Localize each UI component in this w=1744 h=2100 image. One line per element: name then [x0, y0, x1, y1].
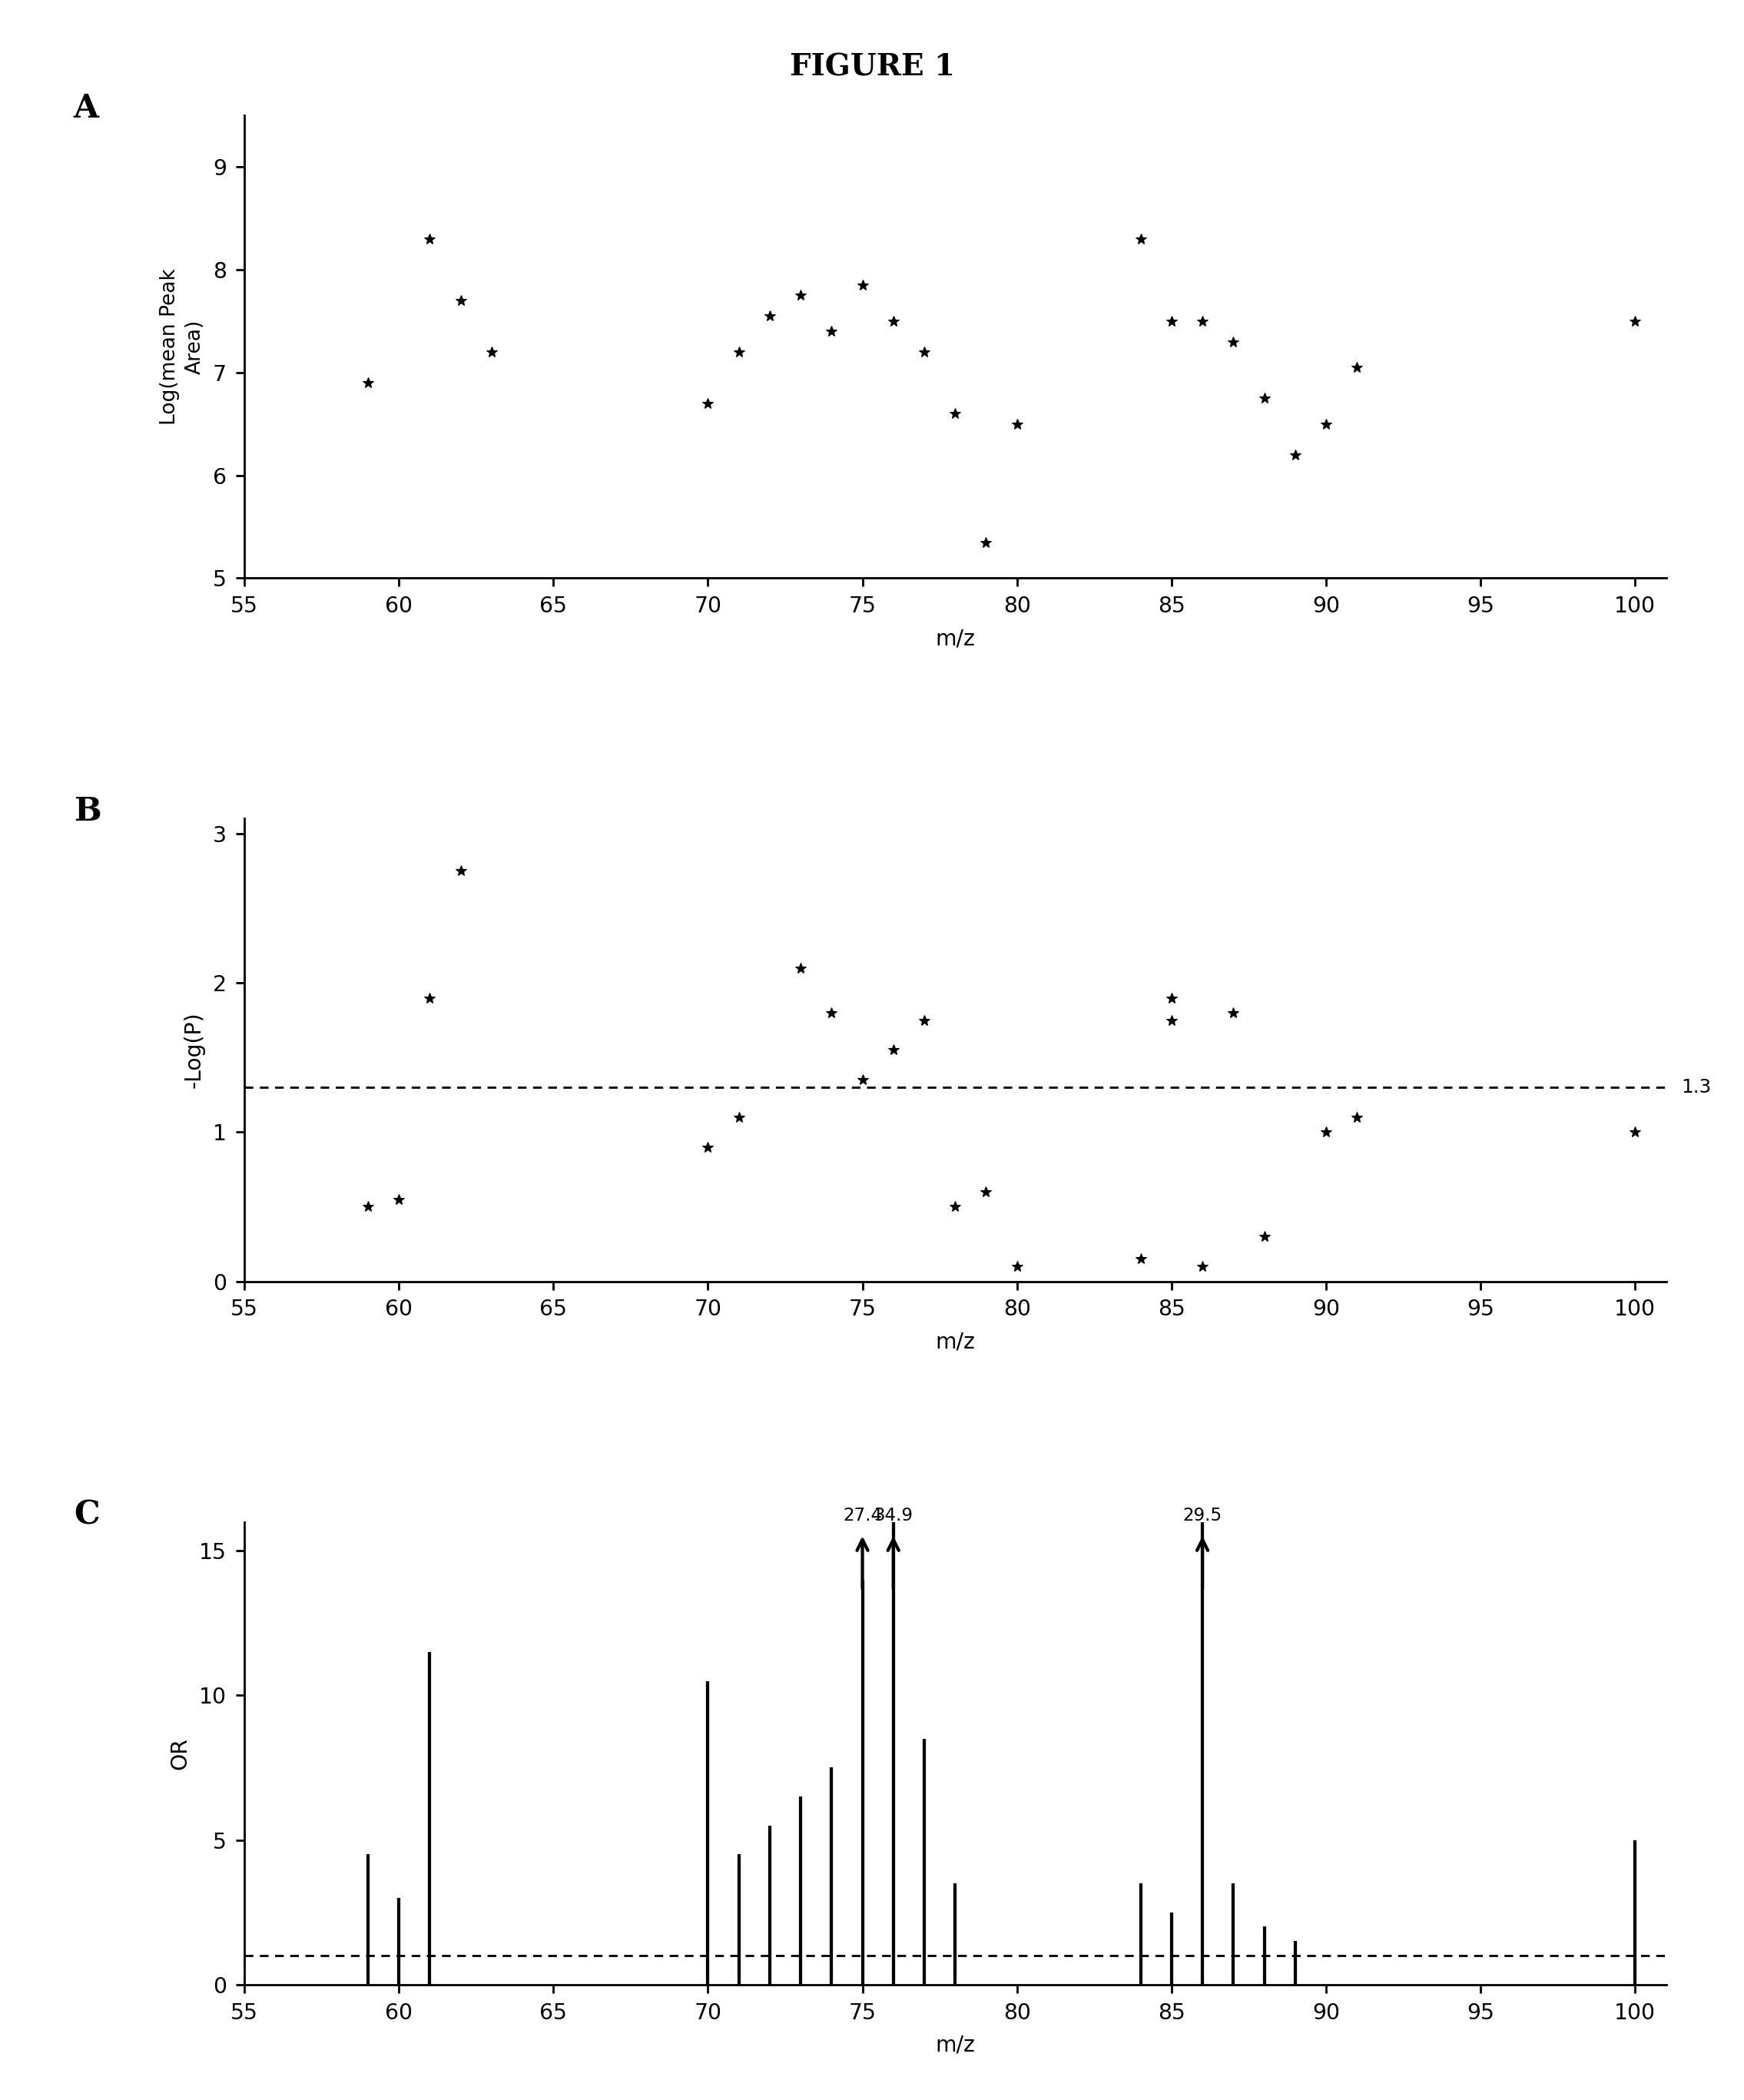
Text: 34.9: 34.9	[874, 1508, 912, 1525]
Text: C: C	[73, 1499, 99, 1531]
Text: 29.5: 29.5	[1182, 1508, 1221, 1525]
Text: 27.4: 27.4	[842, 1508, 882, 1525]
Y-axis label: Log(mean Peak
Area): Log(mean Peak Area)	[160, 269, 204, 424]
Text: FIGURE 1: FIGURE 1	[790, 53, 954, 82]
Y-axis label: OR: OR	[169, 1737, 190, 1770]
Y-axis label: -Log(P): -Log(P)	[183, 1012, 204, 1088]
X-axis label: m/z: m/z	[935, 628, 975, 649]
X-axis label: m/z: m/z	[935, 2035, 975, 2056]
Text: B: B	[73, 796, 101, 827]
Text: 1.3: 1.3	[1681, 1077, 1711, 1096]
Text: A: A	[73, 92, 99, 124]
X-axis label: m/z: m/z	[935, 1331, 975, 1352]
